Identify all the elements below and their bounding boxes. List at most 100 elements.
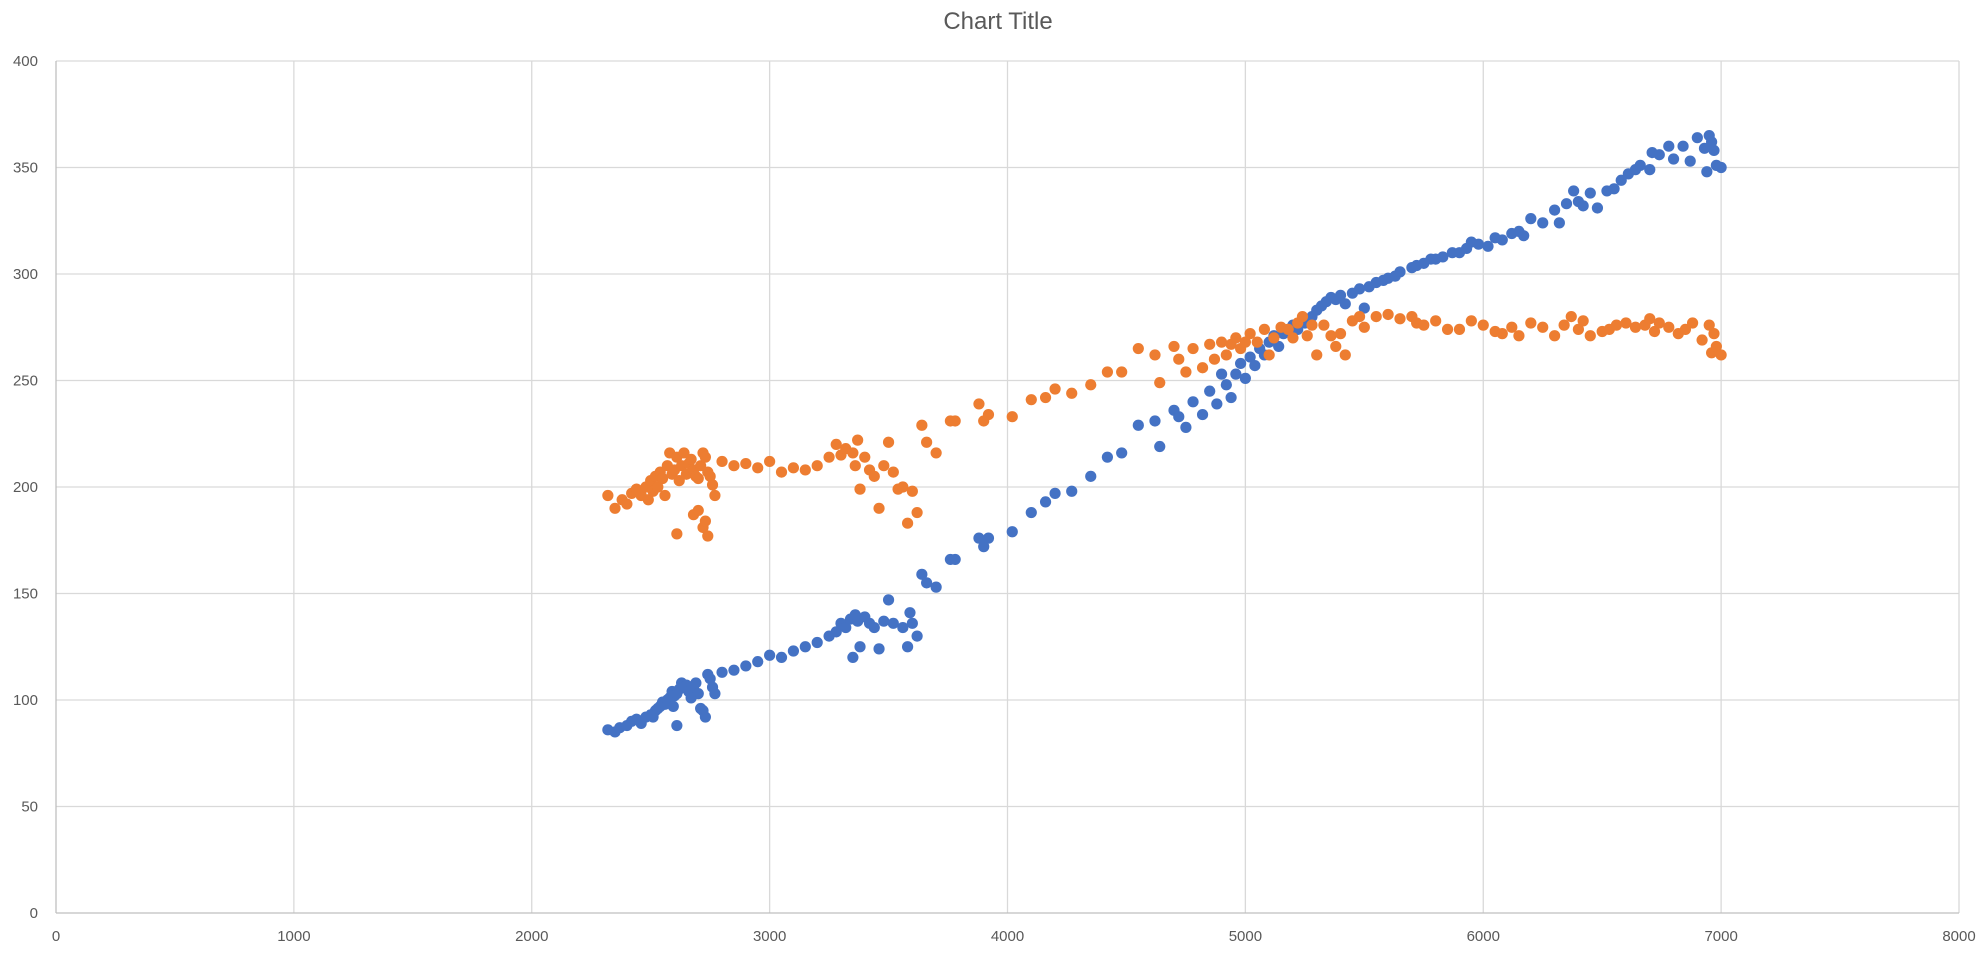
data-point bbox=[1549, 204, 1561, 216]
data-point bbox=[982, 408, 995, 421]
data-point bbox=[1472, 238, 1485, 250]
data-point bbox=[1154, 377, 1166, 389]
data-point bbox=[1066, 485, 1078, 497]
data-point bbox=[1482, 240, 1494, 252]
data-point bbox=[1239, 336, 1251, 348]
data-point bbox=[882, 594, 895, 606]
data-series bbox=[602, 129, 1727, 738]
data-point bbox=[1049, 487, 1061, 499]
data-point bbox=[1537, 217, 1549, 229]
data-point bbox=[1648, 325, 1661, 338]
series-2 bbox=[602, 308, 1727, 542]
x-tick-label: 0 bbox=[52, 928, 60, 945]
data-point bbox=[709, 489, 721, 502]
data-point bbox=[982, 532, 995, 544]
data-point bbox=[1215, 368, 1228, 380]
data-point bbox=[1132, 419, 1144, 431]
data-point bbox=[1677, 140, 1689, 152]
data-point bbox=[930, 447, 942, 459]
data-point bbox=[847, 447, 859, 459]
data-point bbox=[1653, 317, 1665, 329]
data-point bbox=[1679, 323, 1692, 335]
data-point bbox=[1715, 161, 1727, 174]
data-point bbox=[911, 630, 923, 642]
data-point bbox=[1710, 340, 1722, 353]
data-point bbox=[887, 466, 899, 478]
data-point bbox=[1168, 340, 1180, 353]
data-point bbox=[887, 617, 899, 629]
data-point bbox=[1085, 470, 1097, 482]
data-point bbox=[699, 515, 711, 527]
data-point bbox=[1441, 323, 1454, 335]
data-point bbox=[906, 617, 918, 629]
data-point bbox=[1132, 342, 1144, 355]
data-point bbox=[921, 577, 933, 589]
data-point bbox=[1610, 319, 1623, 331]
data-point bbox=[1187, 396, 1199, 408]
y-tick-label: 350 bbox=[13, 160, 38, 177]
data-point bbox=[1558, 319, 1570, 331]
data-point bbox=[704, 673, 716, 685]
data-point bbox=[1306, 319, 1318, 331]
data-point bbox=[1296, 311, 1309, 323]
data-point bbox=[882, 436, 895, 448]
data-point bbox=[1220, 349, 1232, 361]
data-point bbox=[1568, 185, 1580, 197]
data-point bbox=[1049, 383, 1061, 395]
data-point bbox=[752, 462, 764, 474]
data-point bbox=[949, 415, 961, 427]
y-tick-label: 200 bbox=[13, 479, 38, 496]
data-point bbox=[1154, 440, 1166, 453]
data-point bbox=[911, 506, 923, 519]
data-point bbox=[973, 398, 985, 410]
data-point bbox=[667, 700, 679, 712]
data-point bbox=[1663, 321, 1675, 333]
data-point bbox=[1644, 313, 1656, 325]
data-point bbox=[1629, 321, 1642, 333]
data-point bbox=[728, 664, 740, 676]
data-point bbox=[652, 481, 664, 493]
y-tick-label: 250 bbox=[13, 373, 38, 390]
data-point bbox=[1025, 506, 1037, 519]
data-point bbox=[1577, 200, 1589, 212]
data-point bbox=[716, 455, 728, 468]
data-point bbox=[1565, 311, 1577, 323]
data-point bbox=[1101, 366, 1114, 378]
data-point bbox=[873, 643, 885, 655]
gridlines bbox=[56, 60, 1960, 913]
data-point bbox=[775, 466, 788, 478]
data-point bbox=[692, 472, 704, 485]
data-point bbox=[868, 470, 880, 482]
data-point bbox=[1696, 334, 1708, 346]
data-point bbox=[878, 460, 890, 472]
data-point bbox=[811, 636, 823, 649]
data-point bbox=[1211, 398, 1223, 410]
data-point bbox=[906, 485, 918, 497]
data-point bbox=[1353, 311, 1366, 323]
data-point bbox=[1180, 366, 1192, 378]
data-point bbox=[1251, 336, 1263, 348]
data-point bbox=[716, 666, 728, 678]
data-point bbox=[1706, 136, 1718, 148]
data-point bbox=[916, 419, 928, 431]
data-point bbox=[916, 568, 928, 580]
data-point bbox=[811, 460, 823, 472]
data-point bbox=[1244, 328, 1256, 340]
data-point bbox=[764, 649, 776, 661]
data-point bbox=[1244, 351, 1256, 363]
y-tick-label: 50 bbox=[21, 799, 38, 816]
data-point bbox=[901, 517, 914, 529]
data-point bbox=[671, 528, 683, 540]
data-point bbox=[1701, 166, 1713, 178]
data-point bbox=[1263, 349, 1275, 361]
data-point bbox=[1215, 336, 1228, 348]
y-tick-label: 300 bbox=[13, 266, 38, 283]
data-point bbox=[692, 688, 704, 700]
data-point bbox=[904, 607, 916, 619]
data-point bbox=[1525, 317, 1537, 329]
data-point bbox=[873, 502, 885, 514]
data-point bbox=[1230, 368, 1242, 380]
x-tick-label: 5000 bbox=[1229, 928, 1262, 945]
data-point bbox=[1039, 496, 1052, 508]
